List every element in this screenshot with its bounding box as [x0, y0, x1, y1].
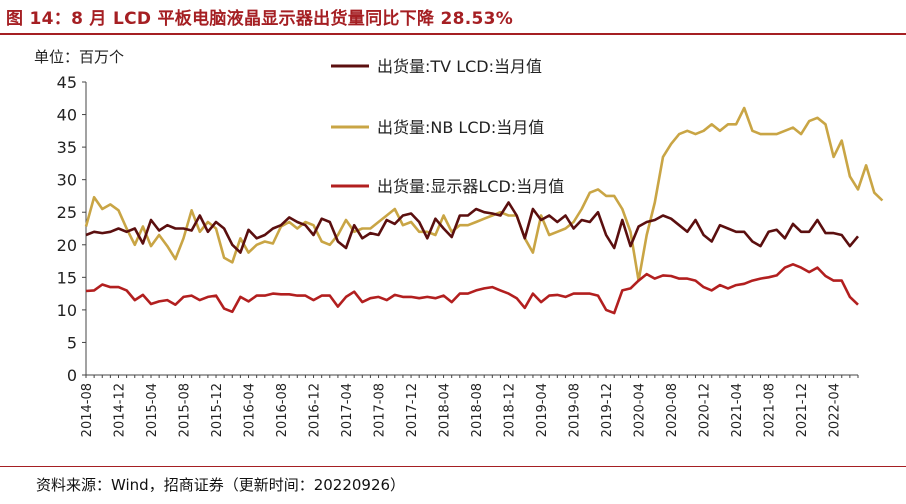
- y-tick-label: 0: [67, 366, 77, 385]
- x-tick-label: 2021-08: [763, 383, 778, 437]
- x-tick-label: 2017-08: [373, 383, 388, 437]
- x-tick-label: 2016-08: [275, 383, 290, 437]
- x-tick-label: 2020-12: [698, 383, 713, 437]
- axes-layer: 0 5 10 15 20 25 30 35 40 45 2014-08 2014-12 2015-04 2…: [57, 73, 859, 437]
- series-layer: [84, 106, 884, 315]
- y-tick-label: 35: [57, 138, 77, 157]
- x-tick-label: 2019-04: [535, 383, 550, 437]
- x-tick-label: 2020-08: [665, 383, 680, 437]
- x-tick-label: 2015-12: [210, 383, 225, 437]
- series-line-nb: [84, 106, 884, 282]
- y-tick-label: 5: [67, 333, 77, 352]
- x-tick-label: 2016-04: [243, 383, 258, 437]
- x-tick-label: 2014-08: [80, 383, 95, 437]
- y-tick-label: 30: [57, 171, 77, 190]
- x-tick-label: 2017-12: [405, 383, 420, 437]
- x-tick-label: 2021-12: [795, 383, 810, 437]
- x-tick-label: 2016-12: [308, 383, 323, 437]
- source-rule: [0, 466, 906, 467]
- y-tick-label: 10: [57, 301, 77, 320]
- y-tick-label: 25: [57, 203, 77, 222]
- title-rule: [0, 33, 906, 35]
- y-tick-label: 20: [57, 236, 77, 255]
- legend-label-monitor: 出货量:显示器LCD:当月值: [377, 177, 564, 196]
- x-tick-label: 2018-04: [438, 383, 453, 437]
- x-tick-label: 2018-08: [470, 383, 485, 437]
- unit-label: 单位：百万个: [34, 48, 124, 66]
- legend-label-tv: 出货量:TV LCD:当月值: [377, 57, 542, 76]
- x-tick-label: 2022-04: [828, 383, 843, 437]
- x-tick-label: 2014-12: [113, 383, 128, 437]
- y-tick-label: 45: [57, 73, 77, 92]
- series-line-monitor: [85, 262, 859, 315]
- series-line-tv: [85, 201, 860, 254]
- x-tick-label: 2015-04: [145, 383, 160, 437]
- y-tick-label: 40: [57, 106, 77, 125]
- source-note: 资料来源：Wind，招商证券（更新时间：20220926）: [36, 476, 406, 494]
- legend-label-nb: 出货量:NB LCD:当月值: [377, 118, 544, 137]
- x-tick-label: 2015-08: [178, 383, 193, 437]
- x-tick-label: 2018-12: [503, 383, 518, 437]
- x-tick-label: 2020-04: [633, 383, 648, 437]
- y-tick-label: 15: [57, 268, 77, 287]
- x-tick-label: 2019-08: [568, 383, 583, 437]
- x-tick-label: 2017-04: [340, 383, 355, 437]
- x-tick-label: 2021-04: [730, 383, 745, 437]
- x-tick-label: 2019-12: [600, 383, 615, 437]
- figure-title: 图 14：8 月 LCD 平板电脑液晶显示器出货量同比下降 28.53%: [6, 9, 514, 29]
